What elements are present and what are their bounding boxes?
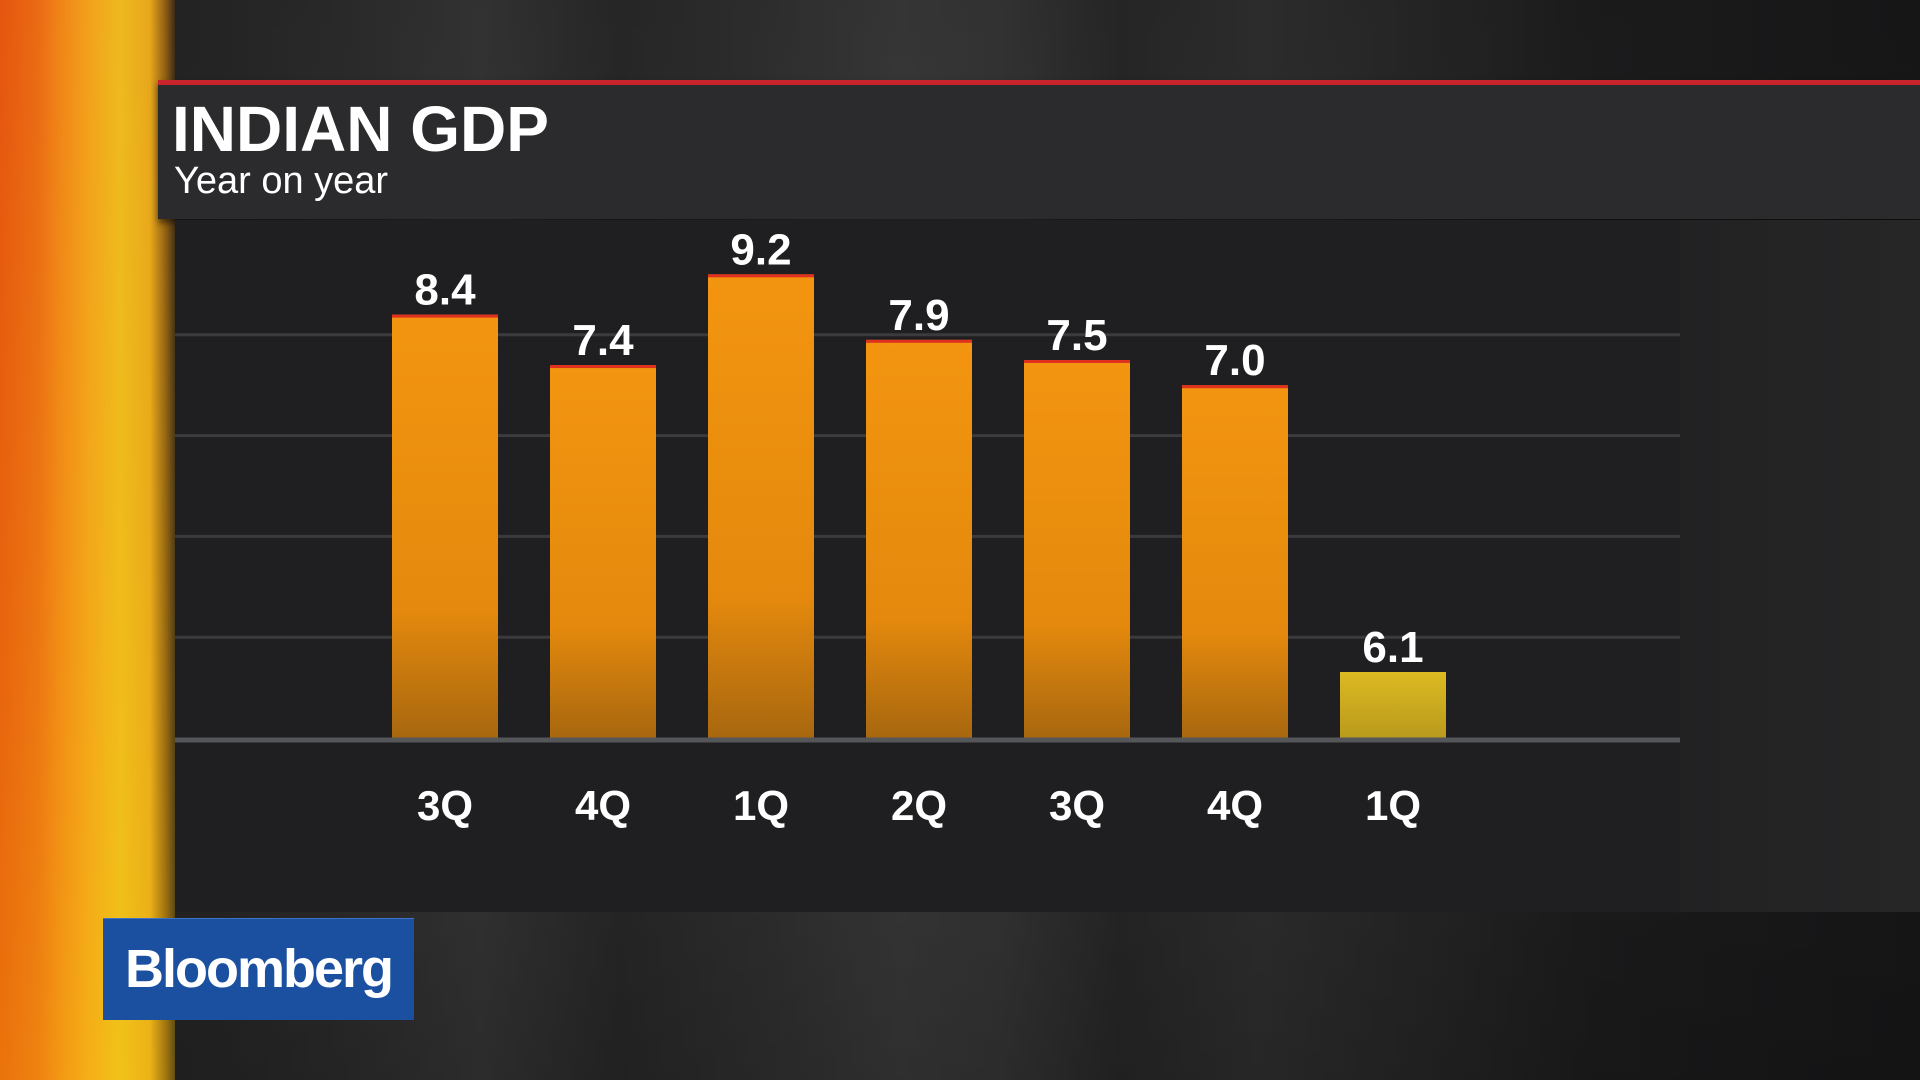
data-label: 9.2: [730, 225, 791, 274]
right-background-panel: [1680, 220, 1920, 912]
x-tick-label: 4Q: [1207, 782, 1263, 829]
left-accent-shade: [0, 0, 175, 1080]
bar-top-edge: [1024, 360, 1130, 363]
bar: [392, 314, 498, 738]
bar-top-edge: [866, 339, 972, 343]
chart-subtitle: Year on year: [174, 160, 389, 202]
bar-top-edge: [708, 274, 814, 278]
data-label: 7.4: [572, 316, 634, 365]
bar-chart: 8.4 3Q 7.4 4Q 9.2 1Q 7.9 2Q 7.5 3Q 7.0 4Q 6.1 1Q: [175, 225, 1680, 829]
bar-top-edge: [550, 365, 656, 369]
bar: [708, 274, 814, 738]
x-tick-label: 3Q: [417, 782, 473, 829]
x-tick-label: 4Q: [575, 782, 631, 829]
chart-title: INDIAN GDP: [172, 93, 549, 165]
data-label: 7.9: [888, 291, 949, 340]
bar-top-edge: [1182, 385, 1288, 389]
x-tick-label: 2Q: [891, 782, 947, 829]
chart-panel: 8.4 3Q 7.4 4Q 9.2 1Q 7.9 2Q 7.5 3Q 7.0 4Q 6.1 1Q: [175, 220, 1680, 912]
bar: [866, 339, 972, 738]
bar: [550, 365, 656, 738]
data-label: 6.1: [1362, 623, 1423, 672]
x-tick-label: 1Q: [1365, 782, 1421, 829]
x-tick-label: 1Q: [733, 782, 789, 829]
brand-name: Bloomberg: [124, 939, 394, 999]
data-label: 8.4: [414, 266, 476, 315]
data-label: 7.5: [1046, 311, 1107, 360]
bar-top-edge: [392, 314, 498, 318]
left-accent-bar: [0, 0, 175, 1080]
bar: [1024, 360, 1130, 738]
bar: [1340, 672, 1446, 738]
bloomberg-logo: Bloomberg: [103, 918, 414, 1020]
title-banner: [158, 80, 1920, 219]
data-label: 7.0: [1204, 336, 1265, 385]
bar: [1182, 385, 1288, 738]
x-tick-label: 3Q: [1049, 782, 1105, 829]
